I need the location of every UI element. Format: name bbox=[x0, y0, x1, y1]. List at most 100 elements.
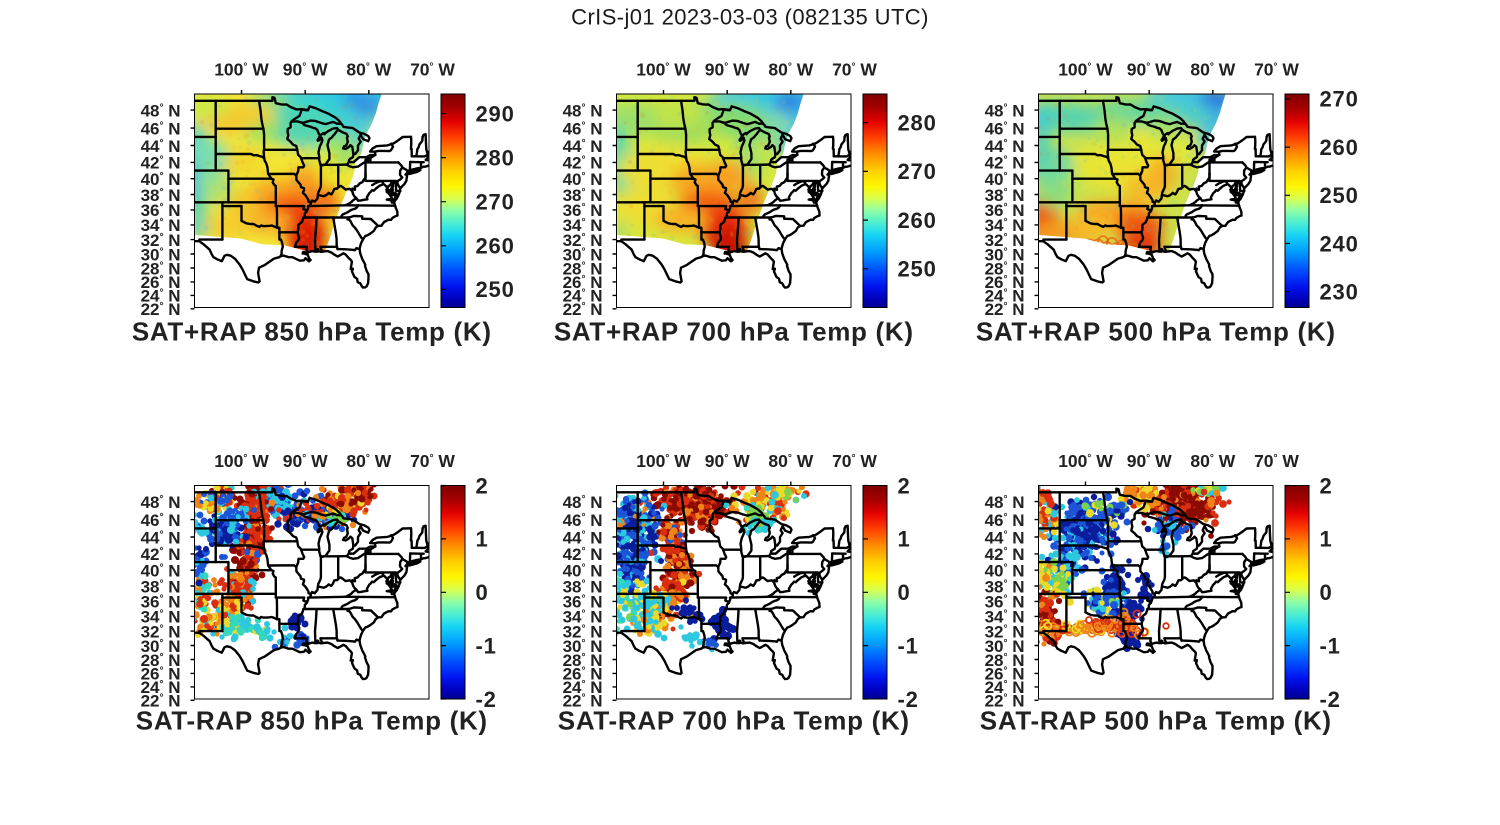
svg-text:46° N: 46° N bbox=[563, 511, 603, 530]
svg-text:80° W: 80° W bbox=[768, 451, 813, 471]
svg-text:30° N: 30° N bbox=[563, 637, 603, 656]
svg-text:32° N: 32° N bbox=[563, 231, 603, 250]
svg-text:30° N: 30° N bbox=[141, 637, 181, 656]
svg-text:100° W: 100° W bbox=[636, 60, 691, 80]
svg-text:100° W: 100° W bbox=[636, 451, 691, 471]
svg-text:36° N: 36° N bbox=[563, 201, 603, 220]
svg-text:26° N: 26° N bbox=[563, 665, 603, 684]
svg-text:70° W: 70° W bbox=[410, 60, 455, 80]
svg-text:42° N: 42° N bbox=[985, 154, 1025, 173]
svg-text:26° N: 26° N bbox=[985, 273, 1025, 292]
svg-text:26° N: 26° N bbox=[141, 273, 181, 292]
svg-text:34° N: 34° N bbox=[985, 608, 1025, 627]
svg-text:100° W: 100° W bbox=[1058, 451, 1113, 471]
svg-text:28° N: 28° N bbox=[563, 259, 603, 278]
svg-text:34° N: 34° N bbox=[141, 216, 181, 235]
svg-text:32° N: 32° N bbox=[985, 231, 1025, 250]
svg-text:90° W: 90° W bbox=[1127, 451, 1172, 471]
svg-text:80° W: 80° W bbox=[768, 60, 813, 80]
svg-text:CrIS-j01 2023-03-03 (082135 UT: CrIS-j01 2023-03-03 (082135 UTC) bbox=[571, 5, 929, 30]
svg-text:28° N: 28° N bbox=[985, 259, 1025, 278]
svg-text:24° N: 24° N bbox=[985, 287, 1025, 306]
svg-text:30° N: 30° N bbox=[985, 637, 1025, 656]
svg-text:44° N: 44° N bbox=[563, 137, 603, 156]
svg-text:SAT-RAP 500 hPa Temp (K): SAT-RAP 500 hPa Temp (K) bbox=[980, 706, 1332, 736]
svg-text:70° W: 70° W bbox=[1254, 60, 1299, 80]
svg-text:44° N: 44° N bbox=[141, 137, 181, 156]
svg-text:22° N: 22° N bbox=[563, 300, 603, 319]
svg-text:28° N: 28° N bbox=[563, 651, 603, 670]
svg-text:38° N: 38° N bbox=[141, 577, 181, 596]
svg-text:SAT+RAP 700 hPa Temp (K): SAT+RAP 700 hPa Temp (K) bbox=[554, 317, 914, 347]
svg-text:SAT-RAP 700 hPa Temp (K): SAT-RAP 700 hPa Temp (K) bbox=[558, 706, 910, 736]
svg-text:34° N: 34° N bbox=[563, 216, 603, 235]
svg-text:36° N: 36° N bbox=[985, 201, 1025, 220]
svg-text:26° N: 26° N bbox=[563, 273, 603, 292]
svg-text:28° N: 28° N bbox=[141, 651, 181, 670]
svg-text:90° W: 90° W bbox=[705, 451, 750, 471]
svg-text:42° N: 42° N bbox=[563, 545, 603, 564]
svg-text:100° W: 100° W bbox=[214, 60, 269, 80]
svg-text:1: 1 bbox=[476, 527, 489, 552]
svg-text:24° N: 24° N bbox=[141, 678, 181, 697]
svg-text:90° W: 90° W bbox=[705, 60, 750, 80]
svg-text:22° N: 22° N bbox=[141, 692, 181, 711]
svg-text:46° N: 46° N bbox=[563, 119, 603, 138]
svg-text:270: 270 bbox=[476, 190, 515, 215]
svg-text:24° N: 24° N bbox=[141, 287, 181, 306]
svg-text:44° N: 44° N bbox=[985, 137, 1025, 156]
svg-text:42° N: 42° N bbox=[563, 154, 603, 173]
svg-text:46° N: 46° N bbox=[985, 119, 1025, 138]
svg-text:28° N: 28° N bbox=[985, 651, 1025, 670]
svg-text:48° N: 48° N bbox=[985, 493, 1025, 512]
svg-text:100° W: 100° W bbox=[1058, 60, 1113, 80]
svg-text:42° N: 42° N bbox=[141, 154, 181, 173]
svg-text:40° N: 40° N bbox=[141, 562, 181, 581]
svg-text:2: 2 bbox=[476, 473, 489, 498]
svg-text:44° N: 44° N bbox=[141, 528, 181, 547]
svg-text:22° N: 22° N bbox=[563, 692, 603, 711]
svg-text:22° N: 22° N bbox=[985, 300, 1025, 319]
svg-text:46° N: 46° N bbox=[141, 511, 181, 530]
svg-text:32° N: 32° N bbox=[141, 231, 181, 250]
svg-text:290: 290 bbox=[476, 101, 515, 126]
svg-text:70° W: 70° W bbox=[410, 451, 455, 471]
svg-text:32° N: 32° N bbox=[141, 622, 181, 641]
svg-text:38° N: 38° N bbox=[985, 577, 1025, 596]
svg-text:36° N: 36° N bbox=[141, 201, 181, 220]
svg-text:80° W: 80° W bbox=[346, 60, 391, 80]
svg-text:32° N: 32° N bbox=[985, 622, 1025, 641]
svg-text:280: 280 bbox=[476, 145, 515, 170]
svg-text:80° W: 80° W bbox=[346, 451, 391, 471]
svg-text:40° N: 40° N bbox=[985, 170, 1025, 189]
svg-text:260: 260 bbox=[476, 234, 515, 259]
svg-text:40° N: 40° N bbox=[985, 562, 1025, 581]
svg-text:34° N: 34° N bbox=[563, 608, 603, 627]
svg-text:36° N: 36° N bbox=[563, 593, 603, 612]
svg-text:80° W: 80° W bbox=[1190, 451, 1235, 471]
svg-text:30° N: 30° N bbox=[985, 245, 1025, 264]
svg-text:42° N: 42° N bbox=[985, 545, 1025, 564]
svg-text:38° N: 38° N bbox=[141, 186, 181, 205]
svg-text:46° N: 46° N bbox=[141, 119, 181, 138]
svg-text:30° N: 30° N bbox=[141, 245, 181, 264]
svg-text:90° W: 90° W bbox=[283, 451, 328, 471]
svg-text:48° N: 48° N bbox=[141, 101, 181, 120]
svg-text:44° N: 44° N bbox=[563, 528, 603, 547]
svg-text:46° N: 46° N bbox=[985, 511, 1025, 530]
svg-text:90° W: 90° W bbox=[283, 60, 328, 80]
svg-text:24° N: 24° N bbox=[985, 678, 1025, 697]
svg-text:70° W: 70° W bbox=[832, 451, 877, 471]
svg-text:34° N: 34° N bbox=[141, 608, 181, 627]
svg-text:48° N: 48° N bbox=[563, 493, 603, 512]
svg-text:48° N: 48° N bbox=[141, 493, 181, 512]
svg-text:0: 0 bbox=[476, 580, 489, 605]
svg-text:38° N: 38° N bbox=[563, 186, 603, 205]
svg-text:42° N: 42° N bbox=[141, 545, 181, 564]
svg-text:24° N: 24° N bbox=[563, 678, 603, 697]
svg-text:40° N: 40° N bbox=[141, 170, 181, 189]
svg-text:26° N: 26° N bbox=[985, 665, 1025, 684]
svg-text:SAT+RAP 850 hPa Temp (K): SAT+RAP 850 hPa Temp (K) bbox=[132, 317, 492, 347]
svg-text:38° N: 38° N bbox=[563, 577, 603, 596]
svg-text:22° N: 22° N bbox=[141, 300, 181, 319]
